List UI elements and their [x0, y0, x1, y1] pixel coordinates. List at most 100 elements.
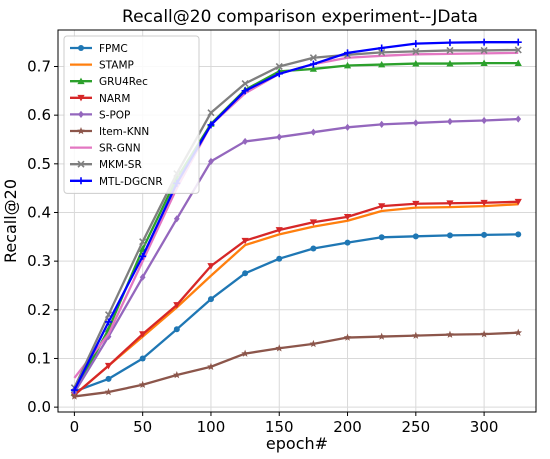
legend-marker	[77, 94, 85, 102]
legend-entry-sr-gnn: SR-GNN	[70, 143, 141, 155]
series-narm	[70, 198, 522, 399]
data-point-s-pop	[447, 117, 453, 126]
data-point-gru4rec	[378, 60, 386, 68]
data-point-item-knn	[343, 333, 352, 341]
data-point-narm	[514, 198, 522, 206]
series-line-narm	[73, 200, 519, 396]
data-point-narm	[378, 203, 386, 210]
y-tick-label: 0.2	[27, 301, 51, 319]
data-point-item-knn	[104, 388, 113, 396]
data-point-fpmc	[242, 270, 249, 277]
data-point-fpmc	[481, 231, 488, 238]
legend-marker	[78, 110, 84, 118]
legend-label: GRU4Rec	[99, 76, 148, 88]
data-point-mkm-sr	[514, 46, 522, 54]
legend-marker	[78, 45, 84, 51]
data-point-gru4rec	[514, 59, 522, 66]
legend-label: FPMC	[99, 43, 128, 55]
data-point-item-knn	[446, 330, 454, 338]
data-point-mtl-dgcnr	[480, 38, 488, 46]
series-layer	[70, 38, 523, 400]
data-point-s-pop	[139, 273, 146, 281]
data-point-item-knn	[173, 371, 181, 379]
y-tick-label: 0.1	[27, 349, 51, 367]
data-point-item-knn	[412, 331, 420, 339]
data-point-fpmc	[207, 296, 214, 303]
data-point-narm	[207, 263, 215, 270]
x-tick-label: 100	[197, 418, 226, 436]
data-point-s-pop	[208, 157, 214, 165]
data-point-fpmc	[139, 355, 146, 362]
data-point-item-knn	[138, 380, 147, 388]
data-point-mkm-sr	[378, 48, 386, 56]
data-point-mkm-sr	[241, 79, 249, 88]
legend: FPMC STAMP GRU4Rec NARM S-POP Item-KNN SR-GNN M…	[63, 35, 200, 194]
data-point-mtl-dgcnr	[139, 252, 147, 260]
series-mtl-dgcnr	[70, 38, 522, 394]
x-tick-label: 150	[265, 418, 294, 436]
data-point-mtl-dgcnr	[514, 38, 522, 46]
data-point-item-knn	[377, 332, 386, 340]
data-point-s-pop	[310, 128, 317, 136]
data-point-mkm-sr	[139, 238, 147, 246]
series-line-s-pop	[73, 117, 519, 394]
legend-entry-mtl-dgcnr: MTL-DGCNR	[70, 176, 163, 188]
legend-entry-s-pop: S-POP	[70, 109, 130, 121]
data-point-mtl-dgcnr	[70, 386, 78, 394]
data-point-mtl-dgcnr	[105, 318, 113, 326]
data-point-mkm-sr	[480, 46, 488, 55]
legend-entry-narm: NARM	[70, 93, 130, 105]
x-tick-label: 50	[133, 418, 152, 436]
data-point-s-pop	[378, 120, 385, 129]
data-point-s-pop	[242, 137, 248, 146]
x-tick-label: 250	[401, 418, 430, 436]
x-tick-label: 0	[70, 418, 80, 436]
legend-label: MTL-DGCNR	[99, 176, 163, 188]
data-point-item-knn	[309, 339, 318, 348]
data-point-narm	[275, 227, 283, 234]
legend-marker	[77, 160, 85, 168]
data-point-narm	[173, 302, 181, 309]
data-point-mtl-dgcnr	[446, 39, 454, 47]
data-point-mtl-dgcnr	[241, 87, 249, 95]
data-point-s-pop	[515, 115, 522, 123]
series-item-knn	[70, 328, 523, 400]
data-point-mkm-sr	[275, 62, 283, 71]
data-point-item-knn	[480, 330, 488, 338]
data-point-narm	[446, 200, 454, 207]
x-tick-label: 300	[470, 418, 499, 436]
legend-label: STAMP	[99, 60, 134, 72]
series-line-stamp	[73, 203, 519, 396]
data-point-narm	[104, 362, 113, 370]
data-point-s-pop	[344, 123, 351, 131]
data-point-fpmc	[412, 233, 419, 240]
legend-entry-fpmc: FPMC	[70, 43, 128, 55]
y-tick-label: 0.0	[27, 398, 51, 416]
data-point-narm	[309, 219, 317, 226]
data-point-mtl-dgcnr	[412, 40, 420, 48]
data-point-fpmc	[276, 255, 283, 262]
y-axis-label: Recall@20	[1, 179, 20, 263]
x-tick-label: 200	[333, 418, 362, 436]
data-point-s-pop	[173, 215, 180, 223]
tick-layer: 0 50 100 150 200 250 300 0.0 0.1 0.2 0.3 0.4 0.5 0.6 0…	[27, 57, 498, 436]
data-point-item-knn	[275, 344, 284, 352]
data-point-mtl-dgcnr	[378, 44, 386, 52]
legend-marker	[77, 77, 85, 85]
y-tick-label: 0.6	[27, 106, 51, 124]
data-point-fpmc	[344, 239, 351, 246]
legend-entry-gru4rec: GRU4Rec	[70, 76, 148, 88]
series-stamp	[73, 203, 519, 396]
data-point-fpmc	[310, 245, 317, 252]
legend-label: Item-KNN	[99, 126, 149, 138]
data-point-item-knn	[70, 392, 79, 400]
y-tick-label: 0.4	[27, 203, 51, 221]
legend-entry-mkm-sr: MKM-SR	[70, 159, 142, 171]
chart-title: Recall@20 comparison experiment--JData	[122, 7, 478, 27]
data-point-mkm-sr	[207, 109, 215, 117]
legend-label: NARM	[99, 93, 130, 105]
legend-entry-stamp: STAMP	[70, 60, 134, 72]
data-point-mtl-dgcnr	[275, 70, 283, 78]
data-point-s-pop	[276, 133, 283, 141]
data-point-gru4rec	[343, 61, 352, 69]
